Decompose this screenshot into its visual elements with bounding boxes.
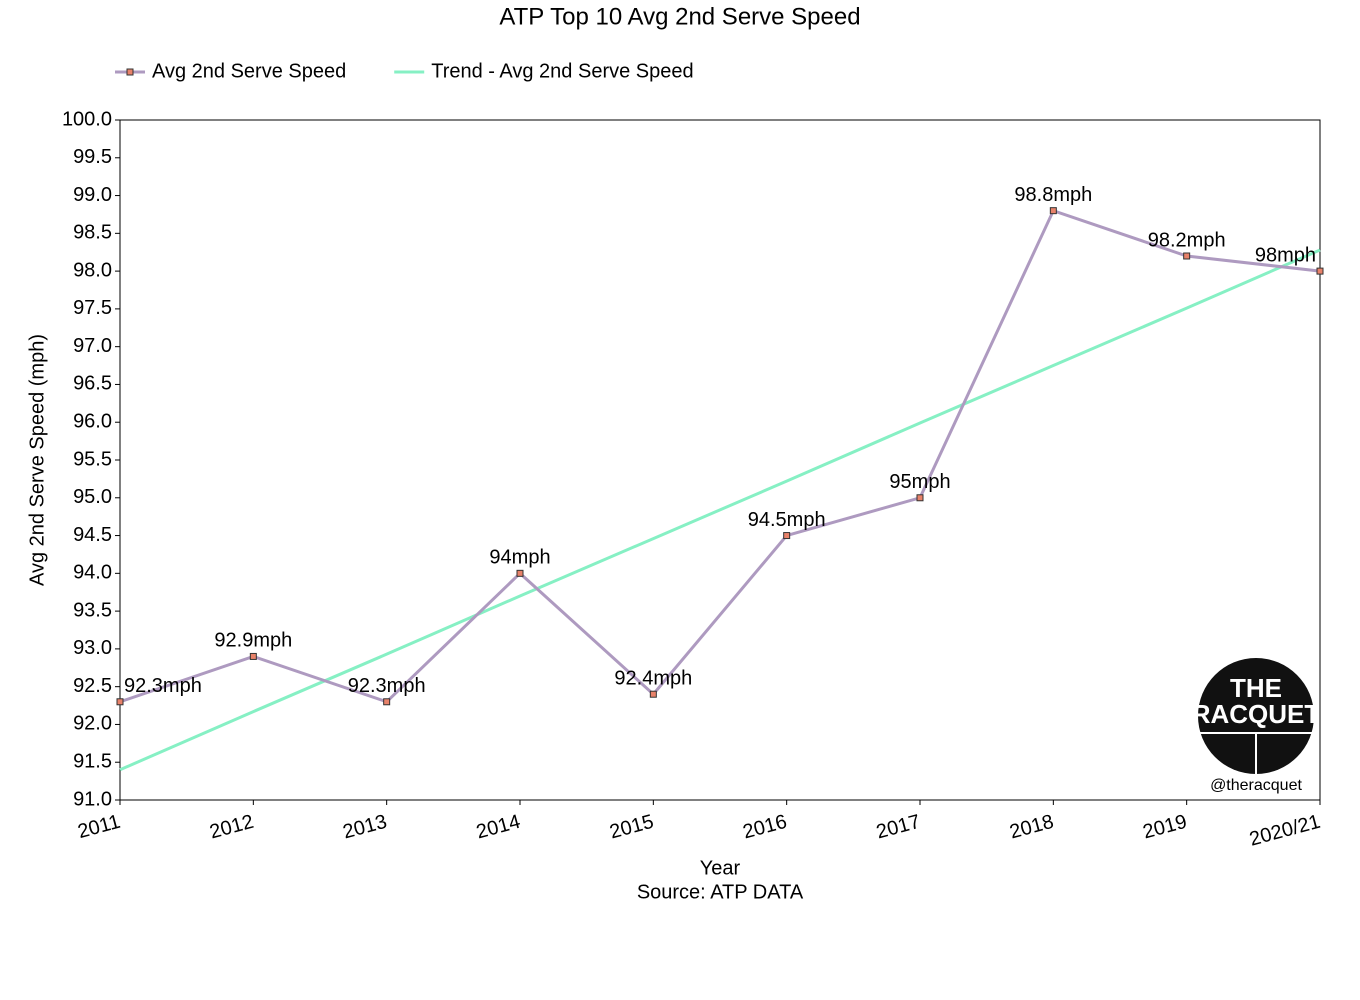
y-tick-label: 100.0 [62,108,112,130]
logo: THE RACQUET @theracquet [1192,658,1321,794]
y-tick-label: 96.5 [73,373,112,395]
logo-text: THE [1230,673,1282,703]
legend-marker [126,68,134,76]
y-axis-label: Avg 2nd Serve Speed (mph) [26,334,48,586]
data-label: 92.9mph [214,630,292,652]
y-tick-label: 97.0 [73,335,112,357]
y-tick-label: 94.0 [73,562,112,584]
marker [1316,267,1324,275]
y-tick-label: 91.0 [73,788,112,810]
y-tick-label: 95.0 [73,486,112,508]
y-tick-label: 97.5 [73,297,112,319]
data-label: 98.2mph [1148,229,1226,251]
trend-line [119,248,1321,772]
marker [1183,252,1191,260]
y-tick-label: 91.5 [73,751,112,773]
y-tick-label: 94.5 [73,524,112,546]
y-tick-label: 98.5 [73,222,112,244]
data-label: 98mph [1255,244,1316,266]
y-tick-label: 98.0 [73,259,112,281]
logo-circle [1198,658,1314,774]
y-tick-label: 92.5 [73,675,112,697]
x-axis-label: Year [700,857,741,879]
chart-title: ATP Top 10 Avg 2nd Serve Speed [499,3,860,30]
y-tick-label: 96.0 [73,411,112,433]
y-tick-label: 93.5 [73,599,112,621]
y-tick-label: 99.0 [73,184,112,206]
y-tick-label: 92.0 [73,713,112,735]
data-label: 94.5mph [748,509,826,531]
marker [383,698,391,706]
source: Source: ATP DATA [637,881,804,903]
marker [916,494,924,502]
logo-text: RACQUET [1192,699,1321,729]
marker [516,569,524,577]
data-label: 95mph [889,471,950,493]
data-label: 92.4mph [614,668,692,690]
y-tick-label: 93.0 [73,637,112,659]
legend-label: Trend - Avg 2nd Serve Speed [431,60,693,82]
y-tick-label: 99.5 [73,146,112,168]
data-label: 98.8mph [1014,184,1092,206]
logo-handle: @theracquet [1210,777,1302,794]
legend-label: Avg 2nd Serve Speed [152,60,346,82]
data-label: 92.3mph [124,675,202,697]
data-label: 94mph [489,547,550,569]
y-tick-label: 95.5 [73,448,112,470]
data-label: 92.3mph [348,675,426,697]
marker [1049,207,1057,215]
marker [249,652,257,660]
marker [783,532,791,540]
data-line [119,208,1321,704]
marker [649,690,657,698]
marker [116,698,124,706]
